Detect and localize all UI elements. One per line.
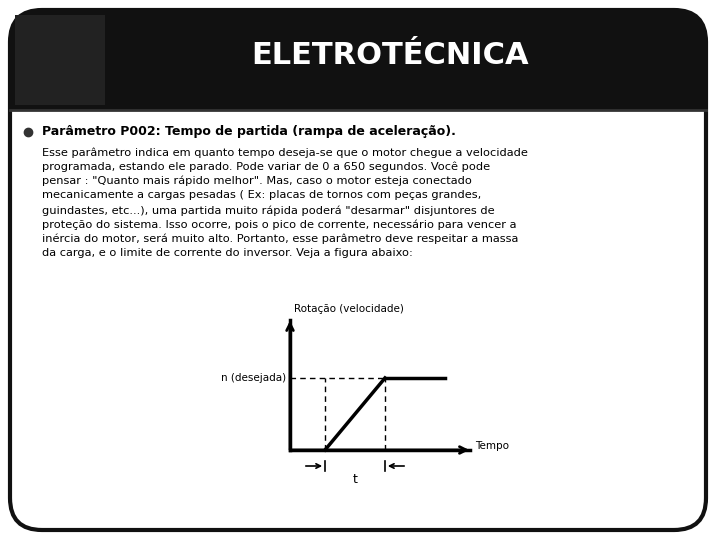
Bar	[15, 15, 105, 105]
Text: Parâmetro P002: Tempo de partida (rampa de aceleração).: Parâmetro P002: Tempo de partida (rampa …	[42, 125, 456, 138]
Text: t: t	[353, 473, 357, 486]
Text: Rotação (velocidade): Rotação (velocidade)	[294, 304, 404, 314]
Text: Tempo: Tempo	[475, 441, 509, 451]
FancyBboxPatch shape	[10, 10, 706, 530]
Text: mecanicamente a cargas pesadas ( Ex: placas de tornos com peças grandes,: mecanicamente a cargas pesadas ( Ex: pla…	[42, 191, 481, 200]
Text: da carga, e o limite de corrente do inversor. Veja a figura abaixo:: da carga, e o limite de corrente do inve…	[42, 248, 413, 259]
Text: proteção do sistema. Isso ocorre, pois o pico de corrente, necessário para vence: proteção do sistema. Isso ocorre, pois o…	[42, 219, 516, 230]
Text: guindastes, etc...), uma partida muito rápida poderá "desarmar" disjuntores de: guindastes, etc...), uma partida muito r…	[42, 205, 495, 215]
Text: programada, estando ele parado. Pode variar de 0 a 650 segundos. Você pode: programada, estando ele parado. Pode var…	[42, 161, 490, 172]
Text: n (desejada): n (desejada)	[221, 373, 286, 383]
Bar	[10, 60, 706, 110]
Text: pensar : "Quanto mais rápido melhor". Mas, caso o motor esteja conectado: pensar : "Quanto mais rápido melhor". Ma…	[42, 176, 472, 186]
Text: Esse parâmetro indica em quanto tempo deseja-se que o motor chegue a velocidade: Esse parâmetro indica em quanto tempo de…	[42, 147, 528, 158]
Text: ELETROTÉCNICA: ELETROTÉCNICA	[251, 42, 528, 71]
FancyBboxPatch shape	[10, 10, 706, 110]
Text: inércia do motor, será muito alto. Portanto, esse parâmetro deve respeitar a mas: inércia do motor, será muito alto. Porta…	[42, 234, 518, 245]
